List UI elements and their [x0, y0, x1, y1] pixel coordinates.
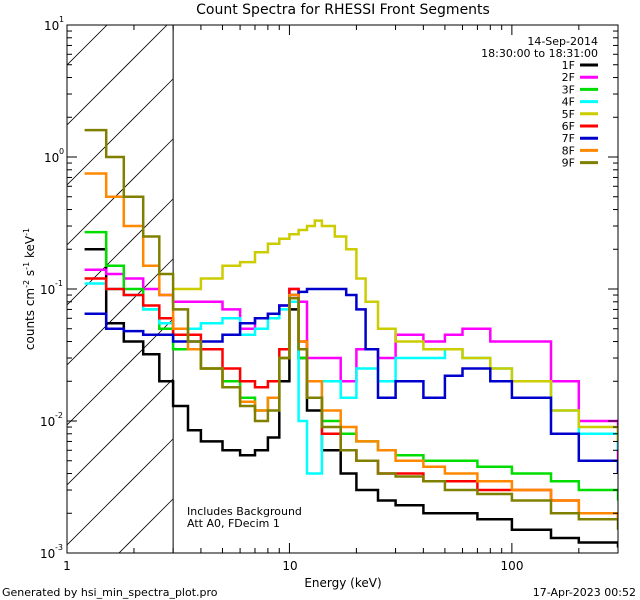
- x-axis-label: Energy (keV): [304, 576, 381, 590]
- hatch-line: [67, 378, 174, 486]
- x-tick-label-100: 100: [501, 559, 524, 573]
- x-tick-label-10: 10: [282, 559, 297, 573]
- footer-timestamp: 17-Apr-2023 00:52: [533, 586, 636, 599]
- svg-text:10: 10: [44, 19, 59, 33]
- hatch-line: [67, 78, 174, 186]
- hatch-line: [118, 498, 174, 553]
- footer-generated-by: Generated by hsi_min_spectra_plot.pro: [2, 586, 218, 599]
- svg-text:10: 10: [44, 151, 59, 165]
- hatched-region: [67, 25, 174, 553]
- svg-text:1: 1: [59, 15, 64, 24]
- legend-label-6F: 6F: [562, 120, 575, 133]
- series-line-1F: [84, 248, 618, 548]
- y-tick-label-1e-1: 10 -1: [40, 279, 63, 297]
- hatch-line: [67, 138, 174, 246]
- date-label: 14-Sep-2014: [527, 35, 598, 48]
- annotation-background: Includes Background: [187, 505, 302, 518]
- svg-text:10: 10: [40, 415, 55, 429]
- svg-text:-1: -1: [55, 279, 63, 288]
- hatch-line: [67, 198, 174, 306]
- svg-text:10: 10: [40, 283, 55, 297]
- legend-label-1F: 1F: [562, 59, 575, 72]
- svg-text:0: 0: [59, 147, 64, 156]
- hatch-line: [67, 258, 174, 366]
- svg-text:10: 10: [40, 547, 55, 561]
- hatch-line: [67, 25, 168, 126]
- legend-label-3F: 3F: [562, 83, 575, 96]
- series-line-9F: [84, 128, 618, 530]
- y-axis-label: counts cm-2 s-1 keV-1: [22, 228, 37, 350]
- legend-label-4F: 4F: [562, 96, 575, 109]
- legend-label-5F: 5F: [562, 108, 575, 121]
- series-line-4F: [84, 282, 618, 475]
- chart-title: Count Spectra for RHESSI Front Segments: [196, 2, 490, 18]
- time-range-label: 18:30:00 to 18:31:00: [481, 47, 598, 60]
- x-tick-label-1: 1: [63, 559, 71, 573]
- y-tick-label-1e1: 10 1: [44, 15, 64, 33]
- svg-text:-3: -3: [55, 543, 63, 552]
- series-line-8F: [84, 172, 618, 520]
- series-line-2F: [84, 268, 618, 461]
- legend-label-8F: 8F: [562, 144, 575, 157]
- legend-label-7F: 7F: [562, 132, 575, 145]
- hatch-line: [67, 25, 108, 66]
- series-line-6F: [84, 277, 618, 520]
- series-line-3F: [84, 230, 618, 501]
- series-line-7F: [84, 287, 618, 474]
- series-line-5F: [173, 219, 618, 442]
- legend-label-9F: 9F: [562, 157, 575, 170]
- annotation-attenuator: Att A0, FDecim 1: [187, 517, 280, 530]
- hatch-line: [67, 318, 174, 426]
- y-tick-label-1e-3: 10 -3: [40, 543, 63, 561]
- svg-text:-2: -2: [55, 411, 63, 420]
- hatch-line: [67, 438, 174, 546]
- y-tick-label-1e-2: 10 -2: [40, 411, 63, 429]
- legend-label-2F: 2F: [562, 71, 575, 84]
- y-tick-label-1e0: 10 0: [44, 147, 64, 165]
